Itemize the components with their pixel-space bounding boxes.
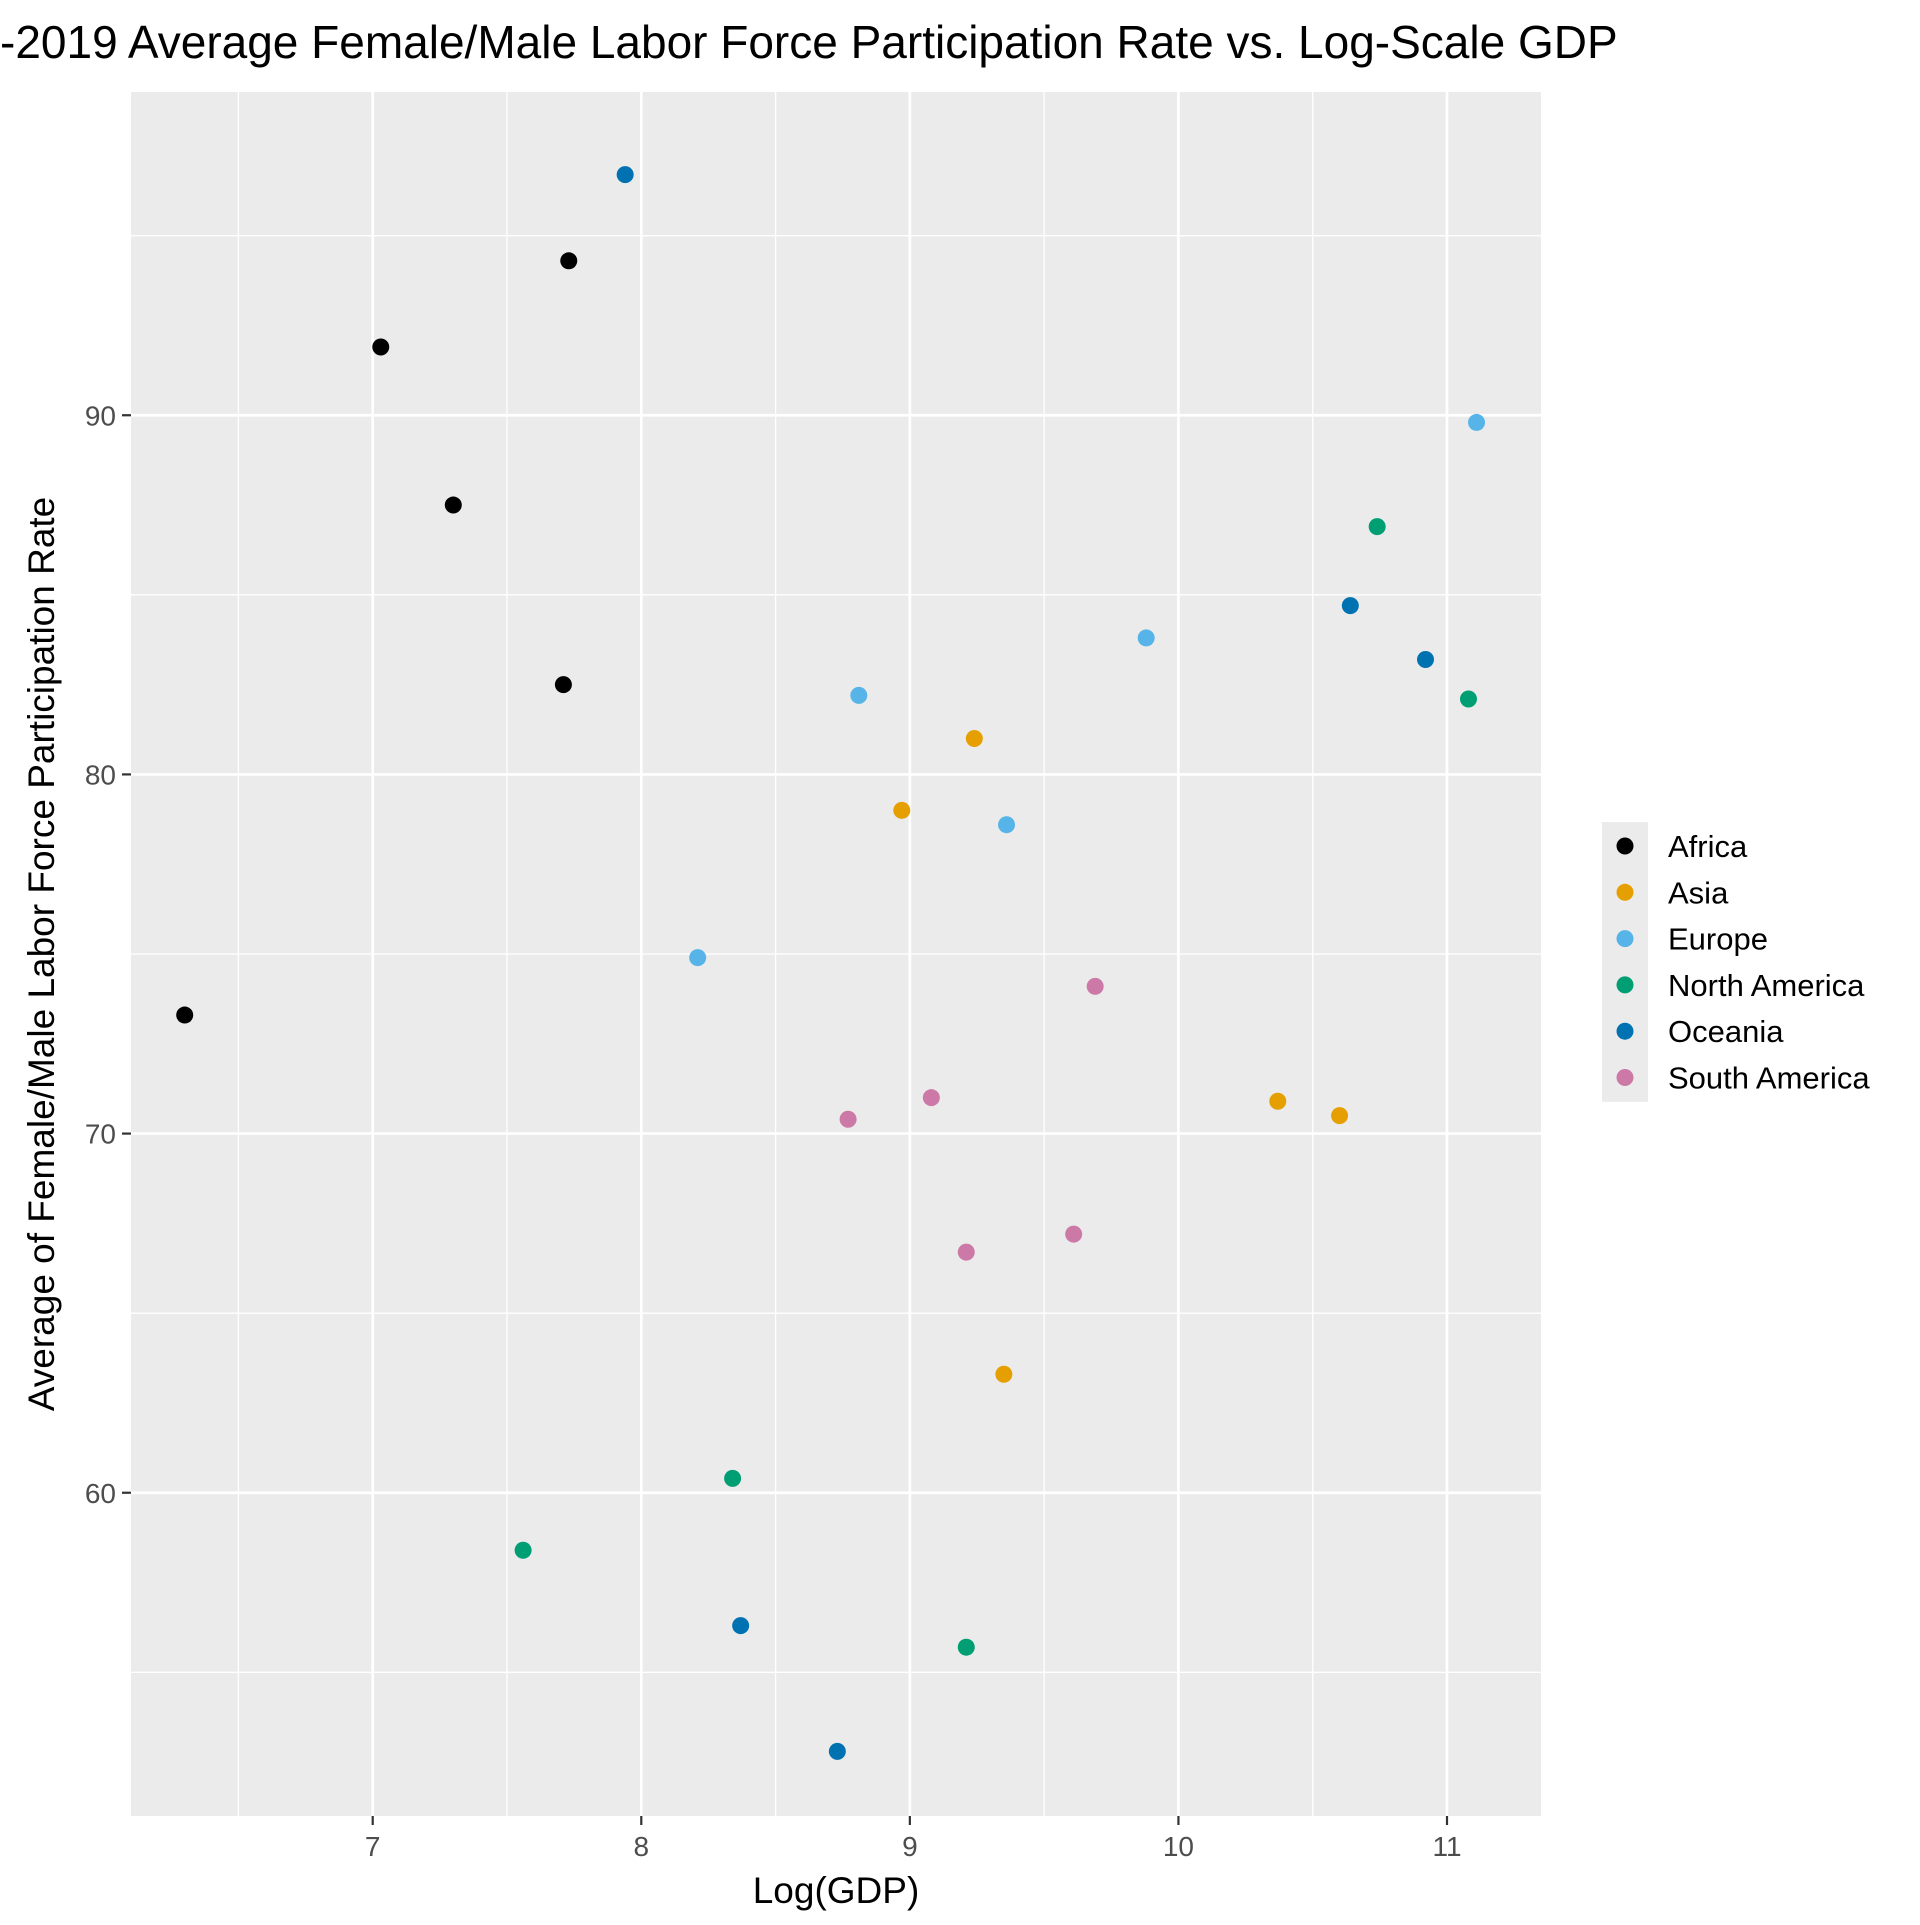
point-north-america: [724, 1469, 742, 1487]
point-asia: [1269, 1092, 1287, 1110]
point-oceania: [616, 166, 634, 184]
x-axis-title: Log(GDP): [753, 1870, 920, 1911]
legend-key-asia: [1616, 883, 1634, 901]
point-north-america: [1368, 518, 1386, 536]
legend-label-north-america: North America: [1668, 968, 1865, 1003]
x-tick-label: 11: [1432, 1831, 1461, 1862]
point-asia: [1331, 1107, 1349, 1125]
point-oceania: [828, 1742, 846, 1760]
x-tick-label: 9: [902, 1831, 918, 1862]
point-africa: [554, 676, 572, 694]
point-asia: [965, 730, 983, 747]
point-oceania: [1341, 597, 1359, 615]
legend-label-asia: Asia: [1668, 875, 1729, 910]
y-tick-label: 60: [85, 1478, 116, 1509]
legend-key-background: [1602, 822, 1648, 1102]
legend-key-africa: [1616, 837, 1634, 855]
legend-key-south-america: [1616, 1069, 1634, 1086]
point-asia: [995, 1365, 1013, 1383]
point-africa: [176, 1006, 194, 1024]
point-south-america: [1065, 1225, 1083, 1243]
grid-lines: [131, 92, 1541, 1816]
point-south-america: [839, 1110, 857, 1128]
y-tick-label: 80: [85, 759, 116, 790]
point-north-america: [957, 1638, 975, 1656]
point-oceania: [732, 1617, 750, 1635]
point-africa: [444, 496, 462, 514]
point-north-america: [1459, 690, 1477, 708]
point-south-america: [1086, 977, 1104, 995]
legend-label-south-america: South America: [1668, 1061, 1870, 1096]
point-africa: [560, 252, 578, 270]
point-south-america: [957, 1243, 975, 1261]
x-tick-label: 10: [1163, 1831, 1194, 1862]
legend-label-africa: Africa: [1668, 829, 1748, 864]
point-europe: [1468, 413, 1486, 431]
chart-title: -2019 Average Female/Male Labor Force Pa…: [0, 16, 1618, 68]
data-points: [176, 166, 1486, 1760]
point-europe: [998, 816, 1016, 834]
point-south-america: [922, 1089, 940, 1107]
point-europe: [689, 949, 707, 967]
axis-ticks: 7 8 9 10 11 60 70 80 90: [85, 400, 1462, 1862]
legend-label-oceania: Oceania: [1668, 1014, 1784, 1049]
y-tick-label: 90: [85, 400, 116, 431]
y-tick-label: 70: [85, 1119, 116, 1150]
point-oceania: [1417, 650, 1435, 668]
point-europe: [850, 686, 868, 704]
point-europe: [1137, 629, 1155, 647]
x-tick-label: 8: [633, 1831, 649, 1862]
y-axis-title: Average of Female/Male Labor Force Parti…: [21, 497, 62, 1412]
point-asia: [893, 801, 911, 819]
point-africa: [372, 338, 390, 356]
point-north-america: [514, 1541, 532, 1559]
legend-key-oceania: [1616, 1022, 1634, 1040]
legend-key-europe: [1616, 930, 1634, 948]
legend: Africa Asia Europe North America Oceania Sout…: [1602, 822, 1870, 1102]
legend-label-europe: Europe: [1668, 922, 1768, 957]
x-tick-label: 7: [365, 1831, 381, 1862]
legend-key-north-america: [1616, 976, 1634, 994]
